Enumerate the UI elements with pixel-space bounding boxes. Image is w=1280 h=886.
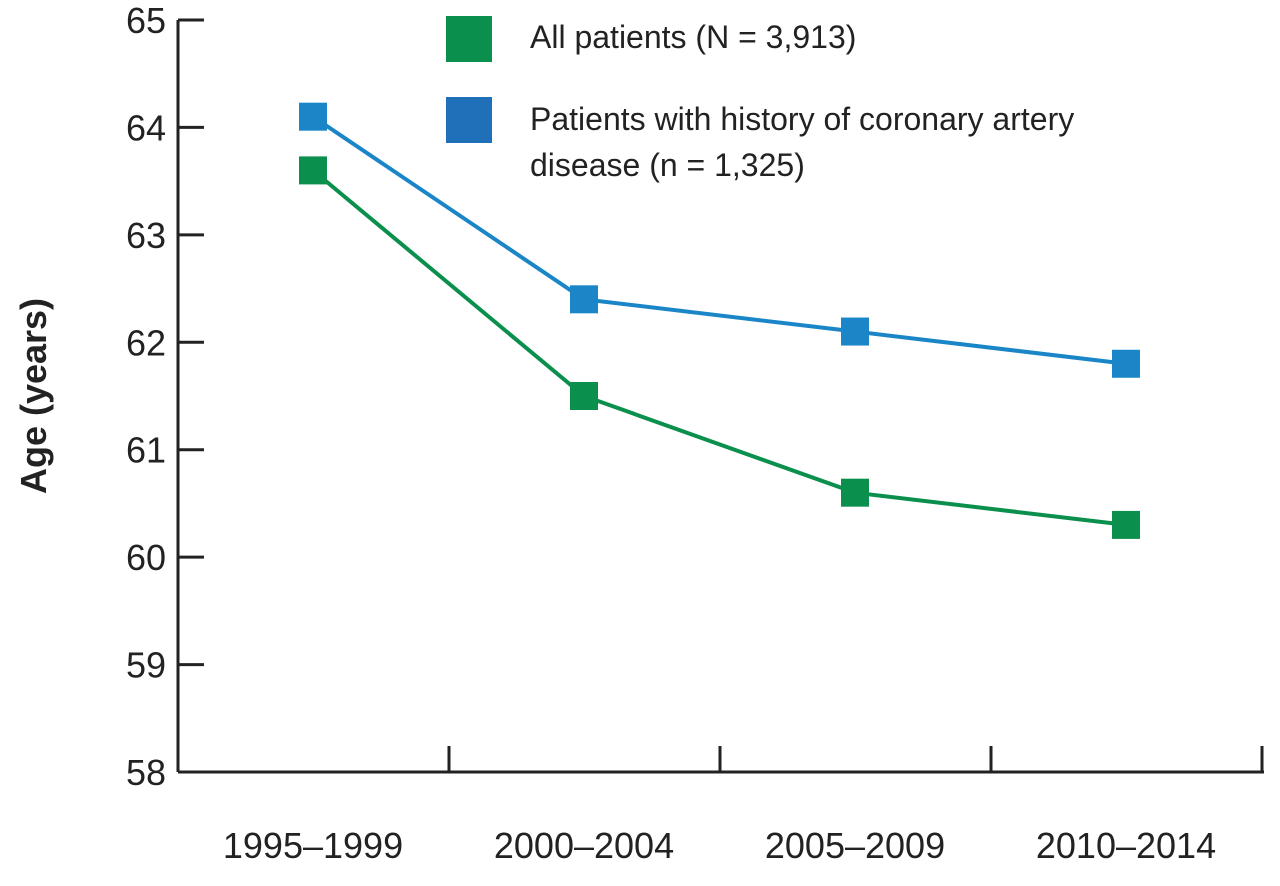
legend-label-coronary-line1: Patients with history of coronary artery	[530, 101, 1074, 137]
legend-label-all-patients: All patients (N = 3,913)	[530, 19, 856, 55]
data-point-series1-2	[841, 317, 869, 346]
data-point-series1-1	[570, 285, 598, 314]
x-tick-label: 2010–2014	[1036, 825, 1216, 866]
y-axis: 58 59 60 61 62 63 64 65	[126, 0, 204, 793]
data-point-series0-3	[1112, 510, 1140, 539]
data-point-series0-2	[841, 478, 869, 507]
data-point-series1-0	[299, 102, 327, 131]
y-axis-title: Age (years)	[13, 298, 54, 494]
legend-swatch-all-patients	[446, 16, 492, 62]
y-tick-label: 60	[126, 537, 166, 578]
series-layer	[299, 102, 1140, 539]
y-tick-label: 65	[126, 0, 166, 41]
y-tick-label: 61	[126, 430, 166, 471]
y-tick-label: 59	[126, 645, 166, 686]
data-point-series0-1	[570, 382, 598, 410]
y-tick-label: 63	[126, 215, 166, 256]
y-tick-label: 64	[126, 107, 166, 148]
y-tick-label: 58	[126, 752, 166, 793]
data-point-series1-3	[1112, 349, 1140, 378]
y-tick-label: 62	[126, 322, 166, 363]
legend-label-coronary-line2: disease (n = 1,325)	[530, 147, 805, 183]
legend: All patients (N = 3,913) Patients with hi…	[446, 16, 1074, 183]
x-tick-label: 1995–1999	[223, 825, 403, 866]
x-axis: 1995–1999 2000–2004 2005–2009 2010–2014	[178, 746, 1264, 866]
x-tick-label: 2000–2004	[494, 825, 674, 866]
data-point-series0-0	[299, 156, 327, 185]
x-tick-label: 2005–2009	[765, 825, 945, 866]
legend-swatch-coronary	[446, 97, 492, 143]
series-line-0	[311, 168, 1127, 527]
series-line-1	[311, 115, 1127, 366]
